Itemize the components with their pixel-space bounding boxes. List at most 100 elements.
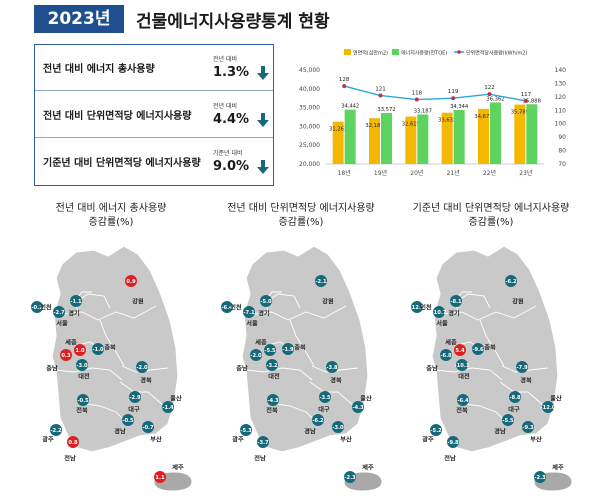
stat-caption: 기준년 대비 <box>213 150 243 157</box>
x-tick-label: 21년 <box>447 169 460 177</box>
region-name-label: 강원 <box>322 298 334 306</box>
region-value-marker <box>260 295 272 307</box>
region-name-label: 제주 <box>362 464 374 472</box>
region-value-marker <box>221 301 233 313</box>
bar-value-label: 34,672 <box>474 114 492 120</box>
region-value-marker <box>154 471 166 483</box>
region-value-marker <box>240 424 252 436</box>
stat-row-unit-area-yoy: 전년 대비 단위면적당 에너지사용량 전년 대비 4.4% <box>35 92 273 138</box>
region-name-label: 세종 <box>65 339 77 347</box>
region-name-label: 세종 <box>255 339 267 347</box>
region-value-label: 5.4 <box>455 348 465 354</box>
region-name-label: 경남 <box>114 428 126 436</box>
region-value-label: -10.7 <box>432 310 447 316</box>
province-border <box>289 319 315 367</box>
region-value-marker <box>502 414 514 426</box>
stat-row-total-energy: 전년 대비 에너지 총사용량 전년 대비 1.3% <box>35 45 273 91</box>
korea-map: -12.5인천-10.7 서울 -8.1 경기 -6.2 강원 5.4세종 -6.8충남 -9.… <box>410 245 573 492</box>
y-tick-label: 20,000 <box>299 161 320 168</box>
region-value-label: -9.8 <box>447 440 459 446</box>
region-name-label: 부산 <box>530 436 542 444</box>
region-value-label: -2.9 <box>129 395 141 401</box>
map-title-line-2: 증감률(%) <box>278 217 324 228</box>
y2-tick-label: 70 <box>558 161 566 168</box>
province-border <box>63 305 157 321</box>
y-tick-label: 40,000 <box>299 86 320 93</box>
province-border <box>275 403 317 423</box>
region-name-label: 경북 <box>140 377 152 385</box>
region-value-label: -1.9 <box>282 347 294 353</box>
region-name-label: 서울 <box>436 320 448 328</box>
region-value-marker <box>70 295 82 307</box>
line-point <box>523 98 528 103</box>
region-value-label: -3.7 <box>257 440 269 446</box>
region-value-marker <box>456 359 468 371</box>
region-value-marker <box>509 391 521 403</box>
region-value-label: -5.0 <box>260 299 272 305</box>
region-value-label: -8.8 <box>509 395 521 401</box>
region-value-label: -5.5 <box>264 348 276 354</box>
region-value-marker <box>505 275 517 287</box>
region-name-label: 제주 <box>172 464 184 472</box>
province-border <box>309 381 355 407</box>
region-value-marker <box>266 359 278 371</box>
region-value-label: -3.8 <box>326 365 338 371</box>
region-value-marker <box>344 471 356 483</box>
region-value-label: -8.1 <box>450 299 462 305</box>
y2-tick-label: 80 <box>558 148 566 155</box>
line-point <box>451 96 456 101</box>
region-value-label: -3.0 <box>332 425 344 431</box>
line-point <box>378 93 383 98</box>
bar <box>441 112 453 164</box>
region-name-label: 대구 <box>508 406 520 414</box>
region-name-label: 대전 <box>268 373 280 381</box>
region-name-label: 광주 <box>232 436 244 444</box>
region-value-marker <box>122 414 134 426</box>
region-value-marker <box>282 343 294 355</box>
province-border <box>435 367 503 381</box>
region-name-label: 인천 <box>40 304 52 312</box>
region-name-label: 충북 <box>294 344 306 352</box>
year-badge: 2023년 <box>34 5 124 33</box>
line-value-label: 121 <box>375 87 386 93</box>
region-value-label: -2.7 <box>53 310 65 316</box>
region-value-label: -6.2 <box>505 279 517 285</box>
region-value-label: -0.1 <box>31 305 43 311</box>
region-name-label: 광주 <box>422 436 434 444</box>
region-value-marker <box>534 471 546 483</box>
region-value-label: -5.5 <box>502 418 514 424</box>
bar-value-label: 33,187 <box>414 108 432 114</box>
legend-label: 에너지사용량(천TOE) <box>401 50 447 57</box>
region-value-label: -7.1 <box>243 310 255 316</box>
region-value-label: -2.1 <box>315 279 327 285</box>
region-value-marker <box>516 361 528 373</box>
region-value-label: -6.4 <box>221 305 233 311</box>
region-value-marker <box>92 343 104 355</box>
bar <box>381 112 392 164</box>
map-title-line-2: 증감률(%) <box>468 217 514 228</box>
region-value-label: -3.0 <box>76 363 88 369</box>
region-value-label: -2.0 <box>250 353 262 359</box>
line-value-label: 128 <box>339 77 350 83</box>
summary-stats-box: 전년 대비 에너지 총사용량 전년 대비 1.3% 전년 대비 단위면적당 에너… <box>34 44 274 186</box>
province-border <box>55 367 123 381</box>
region-value-label: -2.0 <box>136 365 148 371</box>
region-name-label: 전남 <box>444 455 456 463</box>
bar-value-label: 35,789 <box>511 110 529 116</box>
region-value-label: -12.5 <box>410 305 425 311</box>
legend-swatch <box>392 49 399 55</box>
region-name-label: 인천 <box>230 304 242 312</box>
line-point <box>487 92 492 97</box>
region-value-label: 0.9 <box>126 279 136 285</box>
region-value-label: -1.4 <box>162 405 174 411</box>
map-title-line-1: 전년 대비 단위면적당 에너지사용량 <box>227 203 375 214</box>
province-border <box>479 319 505 367</box>
region-value-marker <box>243 306 255 318</box>
stat-label: 기준년 대비 단위면적당 에너지사용량 <box>43 158 201 169</box>
bar <box>478 108 489 164</box>
region-name-label: 제주 <box>552 464 564 472</box>
region-name-label: 경남 <box>304 428 316 436</box>
province-border <box>85 403 127 423</box>
map-title-line-1: 기준년 대비 단위면적당 에너지사용량 <box>412 203 570 214</box>
x-tick-label: 22년 <box>483 169 496 177</box>
